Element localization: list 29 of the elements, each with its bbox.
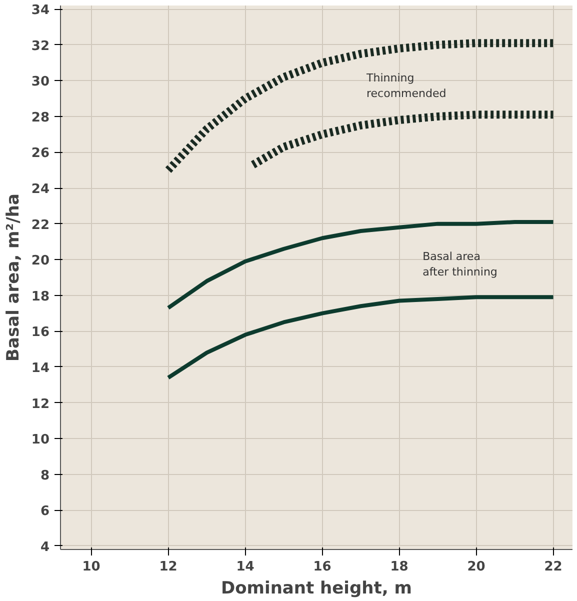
y-tick-label: 34 [31, 3, 50, 18]
x-tick-label: 12 [159, 560, 178, 574]
y-tick-label: 10 [31, 432, 50, 448]
y-tick-label: 6 [40, 504, 50, 520]
y-axis-title: Basal area, m²/ha [3, 194, 24, 362]
y-tick-label: 32 [31, 38, 50, 54]
y-tick-label: 20 [31, 254, 50, 269]
x-tick-label: 20 [467, 560, 486, 574]
y-tick-label: 30 [31, 74, 50, 90]
x-tick-label: 18 [390, 560, 408, 574]
y-tick-label: 22 [31, 218, 50, 233]
y-tick-label: 28 [31, 110, 50, 126]
y-tick-label: 24 [31, 182, 50, 198]
y-tick-label: 4 [40, 540, 50, 555]
y-tick-label: 16 [31, 325, 50, 340]
y-tick-label: 26 [31, 146, 50, 162]
x-tick-label: 10 [82, 560, 100, 574]
y-tick-label: 18 [31, 289, 50, 304]
x-tick-label: 22 [544, 560, 562, 574]
x-tick-label: 14 [236, 560, 254, 574]
y-tick-label: 8 [40, 468, 50, 484]
x-axis-title: Dominant height, m [221, 578, 412, 598]
x-tick-label: 16 [313, 560, 332, 574]
line-series [166, 295, 556, 380]
annotation: Basal area after thinning [422, 250, 498, 278]
line-series [166, 220, 556, 310]
annotation: Thinning recommended [366, 72, 446, 100]
y-tick-label: 14 [31, 360, 50, 376]
y-tick-label: 12 [31, 396, 50, 412]
